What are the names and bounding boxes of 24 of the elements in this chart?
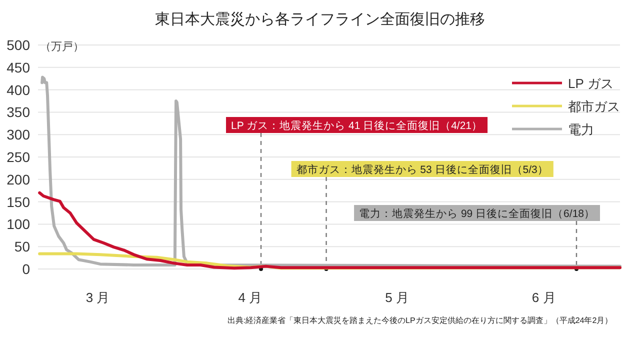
x-tick-label: 4 月 xyxy=(238,290,262,305)
y-tick-label: 50 xyxy=(14,238,30,255)
y-tick-label: 0 xyxy=(22,261,30,277)
ref-line-label: 電力：地震発生から 99 日後に全面復旧（6/18） xyxy=(359,207,595,220)
y-axis-title: （万戸） xyxy=(40,41,84,53)
x-tick-label: 6 月 xyxy=(532,290,556,305)
ref-line-label: LP ガス：地震発生から 41 日後に全面復旧（4/21） xyxy=(231,119,483,132)
legend-label: 電力 xyxy=(568,122,594,137)
y-tick-label: 250 xyxy=(6,149,30,165)
x-tick-label: 3 月 xyxy=(86,290,110,305)
source-note: 出典:経済産業省「東日本大震災を踏まえた今後のLPガス安定供給の在り方に関する調査」（平成24年2月） xyxy=(227,316,613,325)
y-tick-label: 350 xyxy=(6,104,30,120)
x-tick-label: 5 月 xyxy=(385,290,409,305)
y-tick-label: 200 xyxy=(6,171,30,188)
chart-title: 東日本大震災から各ライフライン全面復旧の推移 xyxy=(155,11,485,28)
legend-label: 都市ガス xyxy=(568,99,620,114)
ref-line-label: 都市ガス：地震発生から 53 日後に全面復旧（5/3） xyxy=(296,163,548,176)
y-tick-label: 300 xyxy=(6,126,30,143)
y-tick-label: 150 xyxy=(6,194,30,210)
y-tick-label: 500 xyxy=(6,37,30,53)
y-tick-label: 450 xyxy=(6,59,30,76)
y-tick-label: 400 xyxy=(6,82,30,98)
legend-label: LP ガス xyxy=(568,76,614,91)
y-tick-label: 100 xyxy=(6,216,30,232)
